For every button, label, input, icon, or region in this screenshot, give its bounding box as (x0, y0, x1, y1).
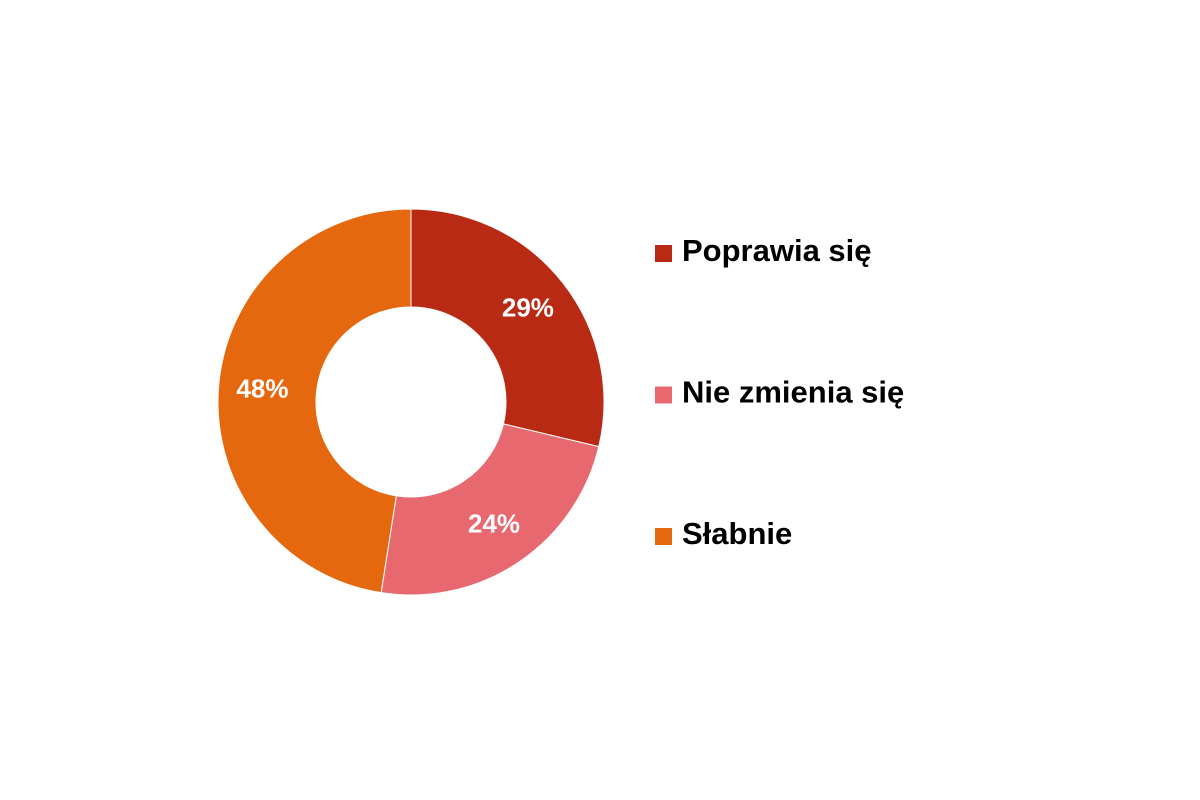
value-label: 48% (236, 373, 288, 403)
legend-swatch (655, 528, 672, 545)
donut-slice (380, 423, 600, 596)
legend-swatch (655, 245, 672, 262)
legend-swatch (655, 386, 672, 404)
legend-label: Nie zmienia się (682, 375, 904, 410)
legend-label: Poprawia się (682, 233, 872, 268)
value-label: 24% (468, 509, 520, 539)
donut-slice (217, 208, 412, 594)
legend-label: Słabnie (682, 516, 792, 551)
donut-slice (410, 208, 605, 448)
value-label: 29% (502, 292, 554, 322)
